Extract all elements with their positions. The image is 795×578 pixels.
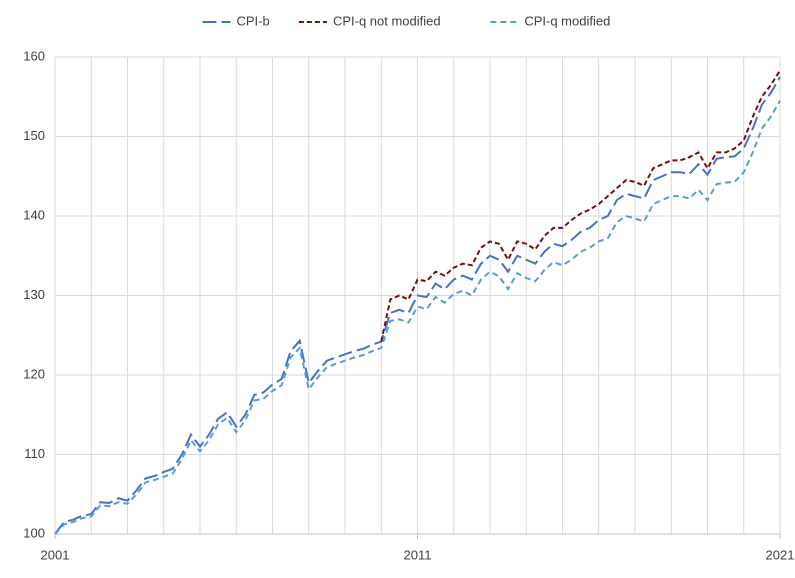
y-tick-label: 110 bbox=[24, 446, 45, 461]
x-tick-label: 2011 bbox=[404, 547, 432, 562]
legend-label: CPI-q not modified bbox=[333, 13, 441, 28]
y-tick-label: 100 bbox=[23, 525, 45, 540]
y-tick-label: 120 bbox=[23, 366, 45, 381]
series-line bbox=[54, 76, 781, 535]
legend-label: CPI-q modified bbox=[524, 13, 610, 28]
series-line bbox=[380, 69, 781, 342]
legend-label: CPI-b bbox=[236, 13, 269, 28]
y-tick-label: 140 bbox=[23, 207, 45, 222]
x-tick-label: 2021 bbox=[766, 547, 795, 562]
y-tick-label: 130 bbox=[23, 287, 45, 302]
x-tick-label: 2001 bbox=[41, 547, 70, 562]
y-tick-label: 150 bbox=[23, 128, 45, 143]
series-line bbox=[54, 100, 781, 535]
y-tick-label: 160 bbox=[23, 48, 45, 63]
